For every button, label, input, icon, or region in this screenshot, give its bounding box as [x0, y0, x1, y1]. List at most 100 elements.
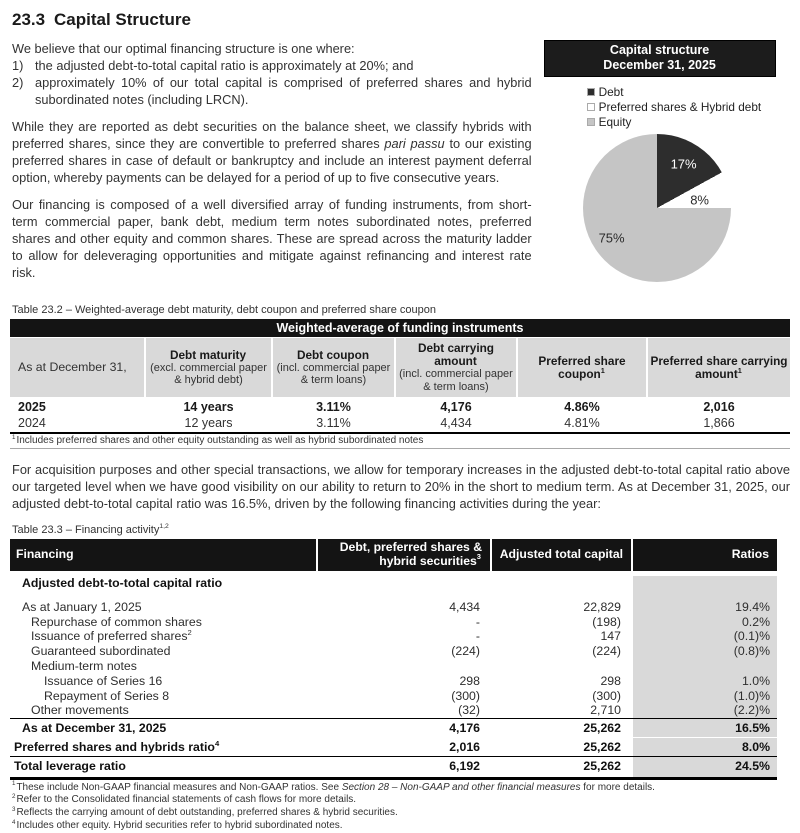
footnote-text: These include Non-GAAP financial measure… [16, 781, 342, 793]
table-cell: 8.0% [741, 739, 770, 754]
table-cell: 22,829 [583, 599, 621, 614]
column-header: As at December 31, [10, 338, 144, 397]
table-23-3-footnotes: 1These include Non-GAAP financial measur… [12, 780, 792, 833]
pie-label-equity: 75% [598, 230, 625, 246]
table-row: Other movements (32) 2,710 (2.2)% [10, 703, 777, 718]
row-label: Other movements [31, 703, 129, 718]
row-label: Repurchase of common shares [31, 614, 202, 629]
column-header-subtext: (incl. commercial paper & term loans) [399, 368, 513, 393]
pie-chart [582, 134, 731, 282]
row-label: 2025 [18, 400, 46, 414]
column-header-label: Debt maturity [169, 347, 247, 362]
table-cell: 2,016 [449, 739, 480, 754]
table-cell: 25,262 [583, 739, 621, 754]
column-header-label: Financing [16, 546, 74, 561]
legend-swatch-equity [586, 117, 595, 126]
column-header-label: Adjusted total capital [499, 546, 623, 561]
paragraph-acquisition: For acquisition purposes and other speci… [12, 462, 790, 511]
paragraph-text: While they are reported as debt securiti… [12, 119, 532, 151]
table-cell: - [475, 614, 480, 629]
footnote-text: Refer to the Consolidated financial stat… [16, 794, 357, 806]
table-cell: (300) [592, 688, 621, 703]
table-cell: (0.8)% [733, 644, 770, 659]
chart-title-line1: Capital structure [609, 43, 710, 57]
column-header: Preferred share coupon1 [518, 338, 646, 397]
list-item-text: the adjusted debt-to-total capital ratio… [35, 58, 414, 73]
caption-text: Table 23.3 – Financing activity [12, 524, 160, 536]
table-cell [318, 576, 490, 591]
footnote: 2Refer to the Consolidated financial sta… [12, 794, 792, 807]
table-cell: 298 [459, 673, 480, 688]
table-cell: 6,192 [449, 758, 480, 773]
table-23-2-header-row: As at December 31, Debt maturity (excl. … [10, 338, 790, 397]
list-item-number: 2) [12, 75, 24, 90]
table-cell: 4.81% [564, 416, 600, 430]
table-cell: 2,016 [703, 400, 735, 414]
table-23-3-header-row: Financing Debt, preferred shares & hybri… [10, 539, 777, 571]
footnote: 3Reflects the carrying amount of debt ou… [12, 806, 792, 820]
table-cell [633, 576, 777, 591]
footnote: 4Includes other equity. Hybrid securitie… [12, 818, 792, 833]
table-23-2-body: 2025 14 years 3.11% 4,176 4.86% 2,016 20… [10, 399, 790, 434]
pie-label-preferred: 8% [690, 192, 709, 208]
table-cell: (32) [458, 703, 480, 718]
table-cell: 298 [600, 673, 621, 688]
section-heading: 23.3 Capital Structure [12, 10, 790, 30]
footnote-marker: 3 [476, 552, 481, 562]
row-label: Total leverage ratio [14, 758, 126, 773]
footnote-marker: 4 [12, 818, 16, 826]
intro-area: We believe that our optimal financing st… [10, 40, 790, 291]
list-item-text: approximately 10% of our total capital i… [35, 75, 532, 107]
column-header: Debt, preferred shares & hybrid securiti… [318, 539, 490, 571]
column-header-subtext: (excl. commercial paper & hybrid debt) [150, 361, 267, 387]
table-cell: (224) [592, 644, 621, 659]
table-row: Issuance of preferred shares2 - 147 (0.1… [10, 629, 777, 644]
table-cell: 25,262 [583, 721, 621, 736]
table-23-3-body: Adjusted debt-to-total capital ratio As … [10, 576, 777, 780]
row-label: Guaranteed subordinated [31, 644, 171, 659]
table-row: Total leverage ratio 6,192 25,262 24.5% [10, 755, 777, 775]
footnote-text: Reflects the carrying amount of debt out… [16, 807, 398, 819]
table-23-2-footnote: 1Includes preferred shares and other equ… [10, 434, 790, 449]
table-cell: (1.0)% [733, 688, 770, 703]
footnote-marker: 4 [214, 738, 220, 748]
table-cell: 4,176 [440, 400, 472, 414]
table-cell [492, 576, 631, 591]
table-cell [633, 659, 777, 674]
table-row: 2025 14 years 3.11% 4,176 4.86% 2,016 [10, 399, 790, 415]
section-number: 23.3 [12, 10, 46, 29]
table-cell: 16.5% [735, 721, 770, 736]
column-header-label: Debt coupon [296, 347, 370, 362]
legend-item-debt: Debt [586, 84, 790, 99]
column-header: Adjusted total capital [492, 539, 631, 571]
footnote-text: for more details. [580, 781, 655, 793]
table-23-3: Financing Debt, preferred shares & hybri… [10, 539, 777, 780]
footnote-marker: 1 [12, 780, 16, 788]
table-cell: 0.2% [741, 614, 770, 629]
italic-phrase: pari passu [384, 136, 445, 151]
intro-list: 1) the adjusted debt-to-total capital ra… [12, 57, 532, 108]
row-label: As at January 1, 2025 [22, 599, 142, 614]
table-cell: 2,710 [590, 703, 621, 718]
row-label: Medium-term notes [31, 658, 137, 673]
list-item-number: 1) [12, 58, 24, 73]
table-cell: 4,434 [440, 416, 472, 430]
paragraph-hybrids: While they are reported as debt securiti… [12, 118, 532, 186]
legend-item-preferred: Preferred shares & Hybrid debt [586, 99, 790, 114]
row-label: Issuance of Series 16 [44, 673, 163, 688]
legend-label: Equity [598, 114, 632, 129]
row-label: 2024 [18, 416, 46, 430]
chart-legend: Debt Preferred shares & Hybrid debt Equi… [586, 84, 790, 129]
column-header-label: Preferred share coupon [538, 353, 626, 381]
table-cell: 147 [600, 629, 621, 644]
table-cell: 14 years [183, 400, 234, 414]
table-cell: 12 years [184, 416, 233, 430]
footnote-marker: 1,2 [159, 523, 169, 531]
legend-label: Preferred shares & Hybrid debt [598, 99, 762, 114]
column-header: Financing [10, 539, 316, 571]
footnote-text: Includes other equity. Hybrid securities… [16, 820, 343, 832]
table-row: Medium-term notes [10, 659, 777, 674]
footnote-italic: Section 28 – Non-GAAP and other financia… [341, 781, 581, 793]
ratios-column-shading [633, 576, 777, 777]
table-row: Guaranteed subordinated (224) (224) (0.8… [10, 644, 777, 659]
